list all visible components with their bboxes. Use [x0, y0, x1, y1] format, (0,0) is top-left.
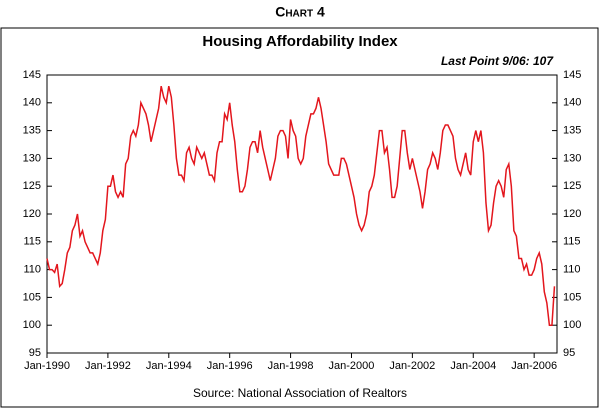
chart-title: Chart 4: [275, 4, 325, 20]
y-tick-label: 135: [23, 125, 41, 137]
x-tick-label: Jan-1996: [207, 360, 253, 372]
x-tick-label: Jan-2006: [511, 360, 557, 372]
y2-tick-label: 145: [563, 69, 581, 81]
source: Source: National Association of Realtors: [193, 386, 407, 400]
chart-subtitle: Housing Affordability Index: [202, 33, 398, 50]
y2-tick-label: 105: [563, 291, 581, 303]
y-tick-label: 115: [23, 236, 41, 248]
y2-tick-label: 125: [563, 180, 581, 192]
x-tick-label: Jan-1990: [24, 360, 70, 372]
x-tick-label: Jan-1994: [146, 360, 192, 372]
plot-area: [46, 74, 558, 354]
y2-tick-label: 115: [563, 236, 581, 248]
y-tick-label: 140: [23, 97, 41, 109]
y-tick-label: 110: [23, 264, 41, 276]
frame: [0, 27, 599, 408]
y2-tick-label: 100: [563, 319, 581, 331]
y2-tick-label: 135: [563, 125, 581, 137]
y-tick-label: 145: [23, 69, 41, 81]
x-tick-label: Jan-1998: [268, 360, 314, 372]
x-tick-label: Jan-2002: [389, 360, 435, 372]
y-tick-label: 95: [29, 347, 41, 359]
y2-tick-label: 140: [563, 97, 581, 109]
y-tick-label: 125: [23, 180, 41, 192]
x-tick-label: Jan-2004: [450, 360, 496, 372]
y-tick-label: 105: [23, 291, 41, 303]
annotation: Last Point 9/06: 107: [441, 54, 554, 68]
y2-tick-label: 95: [563, 347, 575, 359]
series-line: [46, 85, 556, 326]
y-tick-label: 100: [23, 319, 41, 331]
y-tick-label: 120: [23, 208, 41, 220]
x-tick-label: Jan-2000: [329, 360, 375, 372]
y2-tick-label: 120: [563, 208, 581, 220]
y2-tick-label: 130: [563, 152, 581, 164]
y2-tick-label: 110: [563, 264, 581, 276]
y-tick-label: 130: [23, 152, 41, 164]
x-tick-label: Jan-1992: [85, 360, 131, 372]
